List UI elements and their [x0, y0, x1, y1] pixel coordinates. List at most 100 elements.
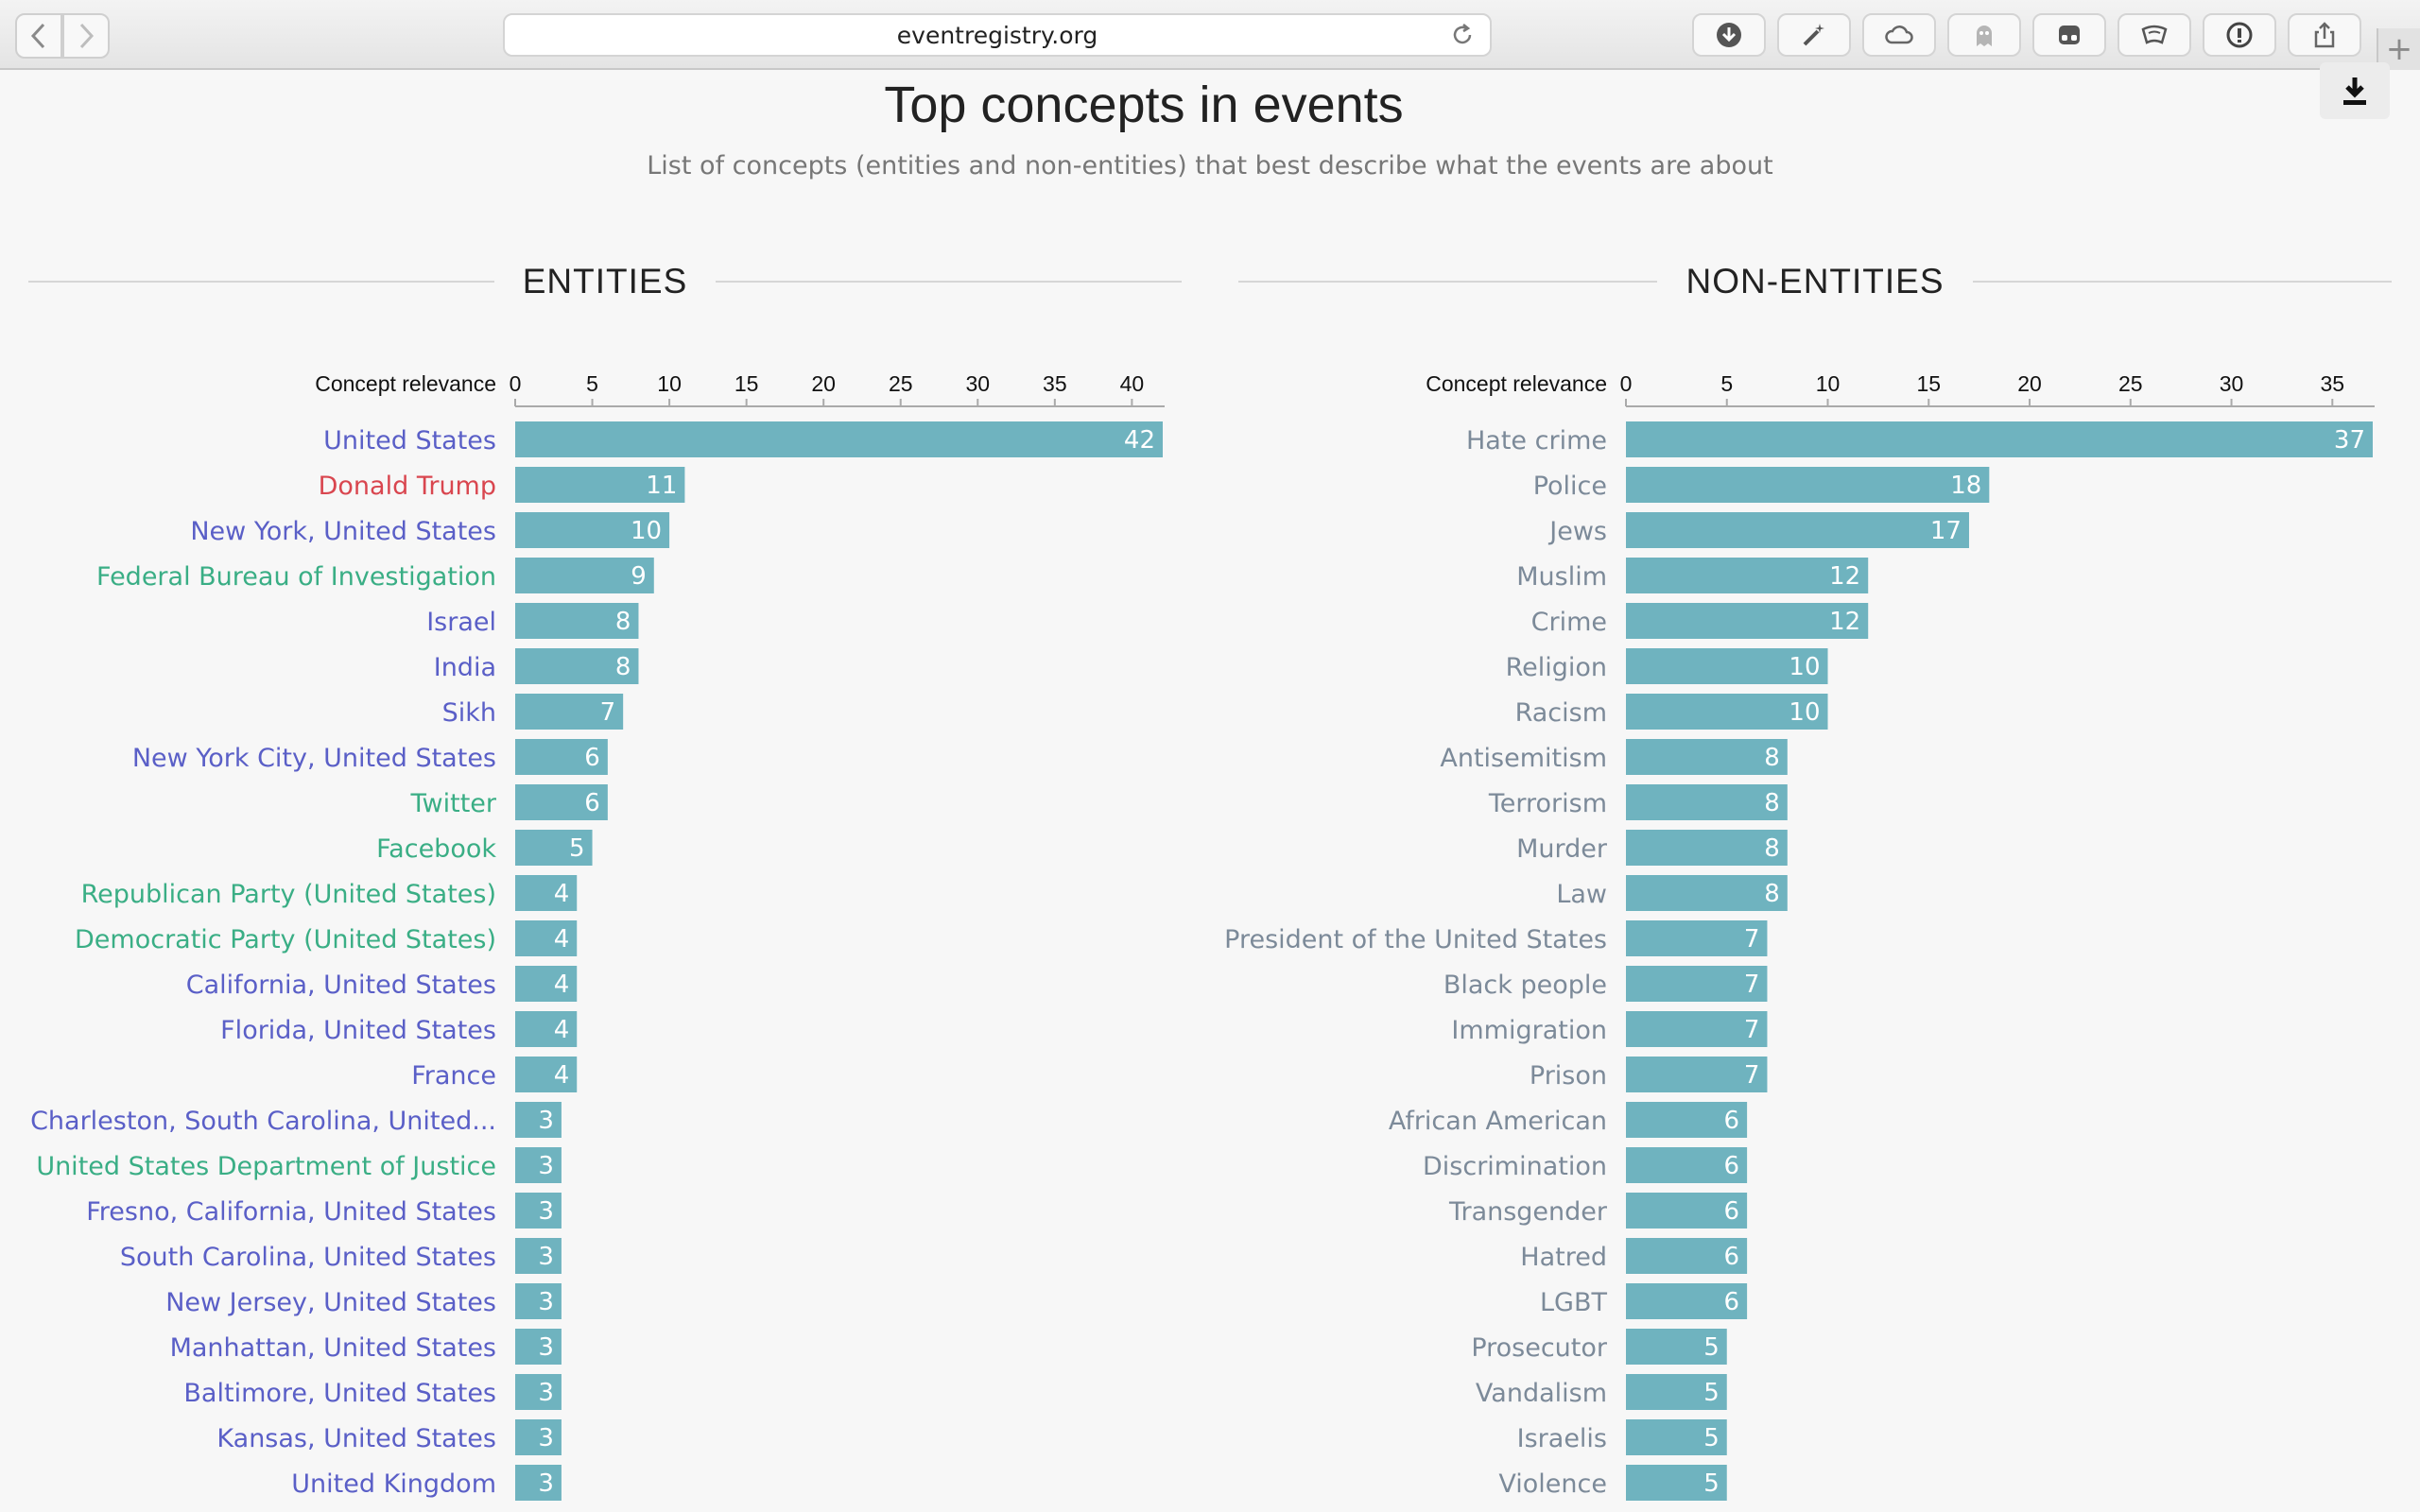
bar[interactable]	[515, 1193, 562, 1228]
reload-icon[interactable]	[1450, 23, 1475, 47]
bar[interactable]	[1626, 694, 1828, 730]
category-label[interactable]: United States	[323, 426, 496, 455]
category-label[interactable]: Immigration	[1451, 1016, 1607, 1045]
bar[interactable]	[1626, 467, 1990, 503]
bar[interactable]	[1626, 739, 1788, 775]
bar[interactable]	[1626, 920, 1768, 956]
bar[interactable]	[515, 512, 670, 548]
bar[interactable]	[515, 1011, 578, 1047]
bar[interactable]	[515, 784, 608, 820]
category-label[interactable]: Vandalism	[1476, 1379, 1607, 1408]
category-label[interactable]: New York, United States	[190, 517, 496, 546]
bar[interactable]	[515, 421, 1163, 457]
bar[interactable]	[515, 966, 578, 1002]
address-bar[interactable]: eventregistry.org	[503, 13, 1492, 57]
category-label[interactable]: President of the United States	[1224, 925, 1607, 954]
bar[interactable]	[515, 1147, 562, 1183]
bar[interactable]	[1626, 875, 1788, 911]
download-button[interactable]	[2320, 62, 2390, 119]
bar[interactable]	[1626, 1465, 1727, 1501]
bar[interactable]	[1626, 1329, 1727, 1365]
category-label[interactable]: Republican Party (United States)	[81, 880, 496, 909]
bar[interactable]	[515, 1465, 562, 1501]
extension-password-button[interactable]	[2203, 13, 2276, 57]
category-label[interactable]: African American	[1389, 1107, 1607, 1136]
bar[interactable]	[515, 1329, 562, 1365]
extension-magic-button[interactable]	[1777, 13, 1851, 57]
bar[interactable]	[1626, 648, 1828, 684]
category-label[interactable]: Prison	[1530, 1061, 1607, 1091]
bar[interactable]	[515, 920, 578, 956]
bar[interactable]	[515, 739, 608, 775]
category-label[interactable]: Prosecutor	[1471, 1333, 1608, 1363]
category-label[interactable]: New York City, United States	[132, 744, 496, 773]
category-label[interactable]: Black people	[1443, 971, 1607, 1000]
share-button[interactable]	[2288, 13, 2361, 57]
category-label[interactable]: Terrorism	[1488, 789, 1607, 818]
category-label[interactable]: Violence	[1498, 1469, 1607, 1499]
bar[interactable]	[1626, 603, 1869, 639]
bar[interactable]	[1626, 1193, 1748, 1228]
category-label[interactable]: Twitter	[410, 789, 497, 818]
downloads-button[interactable]	[1692, 13, 1766, 57]
bar[interactable]	[515, 467, 685, 503]
category-label[interactable]: Discrimination	[1423, 1152, 1607, 1181]
category-label[interactable]: South Carolina, United States	[120, 1243, 496, 1272]
category-label[interactable]: California, United States	[186, 971, 496, 1000]
bar[interactable]	[515, 558, 654, 593]
extension-cloud-button[interactable]	[1862, 13, 1936, 57]
bar[interactable]	[1626, 421, 2373, 457]
bar[interactable]	[1626, 1102, 1748, 1138]
bar[interactable]	[515, 1374, 562, 1410]
category-label[interactable]: Baltimore, United States	[183, 1379, 496, 1408]
bar[interactable]	[1626, 558, 1869, 593]
extension-mask-button[interactable]	[2032, 13, 2106, 57]
bar[interactable]	[1626, 1147, 1748, 1183]
bar[interactable]	[1626, 830, 1788, 866]
category-label[interactable]: LGBT	[1540, 1288, 1607, 1317]
extension-reader-button[interactable]	[2118, 13, 2191, 57]
forward-button[interactable]	[62, 13, 110, 59]
bar[interactable]	[1626, 1057, 1768, 1092]
bar[interactable]	[1626, 1283, 1748, 1319]
bar[interactable]	[1626, 512, 1969, 548]
category-label[interactable]: New Jersey, United States	[165, 1288, 496, 1317]
category-label[interactable]: Hate crime	[1466, 426, 1607, 455]
category-label[interactable]: Democratic Party (United States)	[75, 925, 496, 954]
category-label[interactable]: Florida, United States	[220, 1016, 496, 1045]
category-label[interactable]: Federal Bureau of Investigation	[96, 562, 496, 592]
category-label[interactable]: Facebook	[376, 834, 496, 864]
category-label[interactable]: Racism	[1515, 698, 1607, 728]
category-label[interactable]: Charleston, South Carolina, United...	[30, 1107, 496, 1136]
category-label[interactable]: Israelis	[1517, 1424, 1607, 1453]
bar[interactable]	[515, 1057, 578, 1092]
category-label[interactable]: India	[434, 653, 496, 682]
category-label[interactable]: Crime	[1531, 608, 1607, 637]
category-label[interactable]: Hatred	[1520, 1243, 1607, 1272]
category-label[interactable]: Sikh	[442, 698, 496, 728]
bar[interactable]	[515, 1283, 562, 1319]
category-label[interactable]: Transgender	[1448, 1197, 1608, 1227]
category-label[interactable]: Kansas, United States	[216, 1424, 496, 1453]
bar[interactable]	[515, 648, 639, 684]
category-label[interactable]: Police	[1533, 472, 1607, 501]
category-label[interactable]: Religion	[1506, 653, 1607, 682]
category-label[interactable]: Law	[1556, 880, 1607, 909]
bar[interactable]	[515, 1102, 562, 1138]
bar[interactable]	[1626, 1011, 1768, 1047]
bar[interactable]	[515, 875, 578, 911]
back-button[interactable]	[15, 13, 62, 59]
category-label[interactable]: France	[411, 1061, 496, 1091]
category-label[interactable]: United Kingdom	[291, 1469, 496, 1499]
category-label[interactable]: Donald Trump	[319, 472, 496, 501]
bar[interactable]	[515, 694, 624, 730]
bar[interactable]	[1626, 1374, 1727, 1410]
bar[interactable]	[515, 1238, 562, 1274]
category-label[interactable]: Murder	[1516, 834, 1608, 864]
bar[interactable]	[1626, 1238, 1748, 1274]
category-label[interactable]: Jews	[1547, 517, 1607, 546]
category-label[interactable]: Manhattan, United States	[170, 1333, 496, 1363]
extension-ghost-button[interactable]	[1947, 13, 2021, 57]
bar[interactable]	[515, 830, 593, 866]
category-label[interactable]: Fresno, California, United States	[86, 1197, 496, 1227]
